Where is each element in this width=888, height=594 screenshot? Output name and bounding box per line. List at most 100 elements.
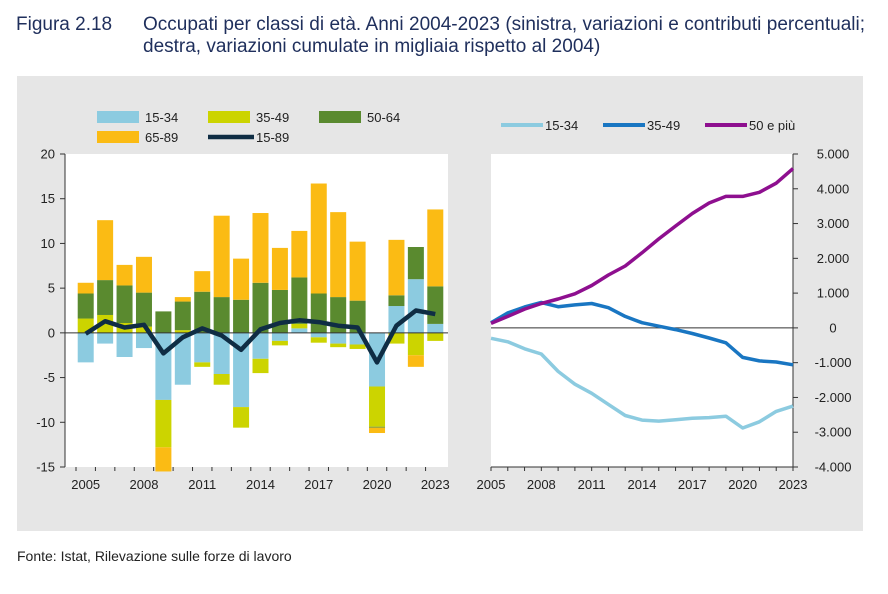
bar-15-34-2011 [194, 332, 211, 363]
bar-50-64-2017 [310, 293, 327, 333]
bar-35-49-2021 [388, 332, 405, 344]
chart-panel: 20 15 10 5 0 -5 -10 -15 2005 2008 2011 2014 2017 2020… [17, 76, 863, 531]
left-y-tick-label: 10 [41, 236, 55, 251]
legend-swatch-50-64 [319, 111, 361, 123]
bar-35-49-2015 [271, 340, 288, 346]
legend-label-right-15-34: 15-34 [545, 118, 578, 133]
right-y-tick-label: 4.000 [817, 181, 850, 196]
bar-65-89-2011 [194, 271, 211, 292]
left-y-tick-label: 5 [48, 281, 55, 296]
bar-65-89-2020 [369, 427, 386, 434]
bar-50-64-2011 [194, 291, 211, 333]
bar-65-89-2021 [388, 239, 405, 296]
bar-65-89-2015 [271, 247, 288, 290]
chart-canvas: 20 15 10 5 0 -5 -10 -15 2005 2008 2011 2014 2017 2020… [36, 110, 852, 492]
bar-15-34-2013 [233, 332, 250, 408]
legend-label-15-34: 15-34 [145, 110, 178, 125]
bar-35-49-2006 [97, 314, 114, 333]
bar-35-49-2011 [194, 362, 211, 367]
left-x-tick-label: 2008 [130, 477, 159, 492]
source-note: Fonte: Istat, Rilevazione sulle forze di… [17, 548, 292, 564]
left-x-tick-label: 2014 [246, 477, 275, 492]
left-x-tick-label: 2005 [71, 477, 100, 492]
right-x-tick-label: 2014 [628, 477, 657, 492]
right-y-tick-label: 2.000 [817, 251, 850, 266]
legend-label-35-49: 35-49 [256, 110, 289, 125]
bar-35-49-2023 [427, 332, 444, 341]
right-y-tick-label: 5.000 [817, 147, 850, 162]
bar-35-49-2012 [213, 373, 230, 385]
bar-65-89-2009 [155, 447, 172, 472]
legend-label-right-35-49: 35-49 [647, 118, 680, 133]
bar-50-64-2021 [388, 295, 405, 307]
bar-35-49-2009 [155, 399, 172, 448]
left-x-tick-label: 2023 [421, 477, 450, 492]
bar-35-49-2022 [407, 332, 424, 356]
bar-65-89-2005 [77, 282, 94, 294]
bar-35-49-2010 [174, 330, 191, 333]
left-y-tick-label: 15 [41, 191, 55, 206]
bar-65-89-2014 [252, 213, 269, 283]
bar-50-64-2022 [407, 247, 424, 280]
line-50 e più [490, 167, 795, 326]
line-15-89 [84, 308, 436, 365]
right-x-tick-label: 2008 [527, 477, 556, 492]
bar-65-89-2016 [291, 230, 308, 278]
bar-35-49-2018 [330, 343, 347, 348]
bar-50-64-2012 [213, 297, 230, 333]
bar-35-49-2008 [135, 326, 152, 333]
bar-15-34-2006 [97, 332, 114, 344]
right-x-tick-label: 2023 [779, 477, 808, 492]
bar-15-34-2023 [427, 323, 444, 333]
bar-15-34-2021 [388, 306, 405, 333]
right-y-tick-label: 1.000 [817, 286, 850, 301]
right-y-tick-label: -4.000 [815, 460, 852, 475]
bar-50-64-2009 [155, 311, 172, 333]
bar-35-49-2016 [291, 323, 308, 329]
right-y-tick-label: -1.000 [815, 355, 852, 370]
bar-15-34-2012 [213, 332, 230, 374]
left-x-tick-label: 2017 [304, 477, 333, 492]
bar-50-64-2014 [252, 282, 269, 333]
bar-65-89-2006 [97, 220, 114, 281]
right-plot-area [491, 154, 793, 467]
bar-15-34-2017 [310, 332, 327, 338]
bar-15-34-2016 [291, 328, 308, 333]
bar-35-49-2017 [310, 337, 327, 343]
bar-15-34-2008 [135, 332, 152, 349]
left-y-tick-label: -5 [43, 370, 55, 385]
bar-65-89-2008 [135, 256, 152, 293]
right-y-tick-label: 0 [829, 320, 836, 335]
bar-50-64-2006 [97, 280, 114, 315]
legend-swatch-65-89 [97, 131, 139, 143]
bar-35-49-2019 [349, 344, 366, 349]
left-x-tick-label: 2011 [188, 477, 216, 492]
bar-35-49-2020 [369, 386, 386, 427]
bar-15-34-2015 [271, 332, 288, 341]
left-y-tick-label: 0 [48, 325, 55, 340]
left-x-tick-label: 2020 [363, 477, 392, 492]
bar-15-34-2005 [77, 332, 94, 363]
bar-65-89-2017 [310, 183, 327, 294]
bar-15-34-2010 [174, 332, 191, 385]
bar-15-34-2018 [330, 332, 347, 344]
line-15-34 [490, 336, 794, 430]
bar-65-89-2010 [174, 297, 191, 302]
right-x-tick-label: 2011 [578, 477, 606, 492]
bar-50-64-2020 [369, 426, 386, 428]
figure-number: Figura 2.18 [16, 14, 113, 35]
bar-15-34-2019 [349, 332, 366, 345]
bar-65-89-2019 [349, 241, 366, 301]
left-y-tick-label: -15 [36, 460, 55, 475]
bar-65-89-2012 [213, 215, 230, 298]
legend-swatch-15-34 [97, 111, 139, 123]
right-x-tick-label: 2020 [728, 477, 757, 492]
bar-65-89-2023 [427, 209, 444, 287]
bar-65-89-2018 [330, 212, 347, 298]
legend-label-50-64: 50-64 [367, 110, 400, 125]
bar-65-89-2013 [233, 258, 250, 300]
right-x-tick-label: 2017 [678, 477, 707, 492]
bar-50-64-2005 [77, 293, 94, 319]
bar-65-89-2022 [407, 355, 424, 367]
right-x-tick-label: 2005 [477, 477, 506, 492]
